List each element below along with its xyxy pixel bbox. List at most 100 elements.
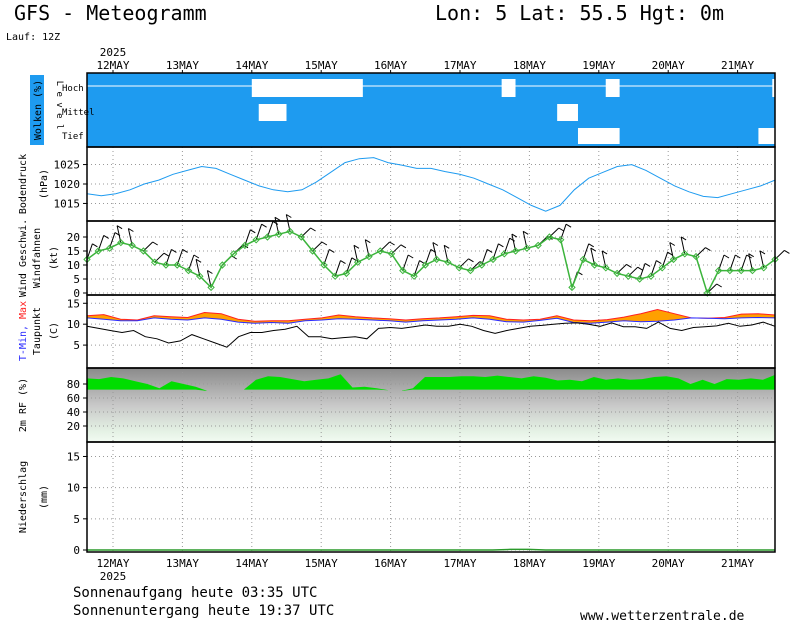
cloud-level-label: Mittel <box>62 108 95 118</box>
y-tick-label: 1020 <box>54 178 81 191</box>
y-tick-label: 15 <box>67 450 80 463</box>
tmax-line <box>86 308 776 322</box>
wind-barb-flag <box>261 223 267 228</box>
wind-marker <box>748 266 757 275</box>
wind-barb-flag <box>468 258 474 263</box>
sunrise-text: Sonnenaufgang heute 03:35 UTC <box>73 585 318 601</box>
cloud-gap <box>758 128 780 144</box>
wind-barb-flag <box>163 252 170 257</box>
wind-marker <box>635 275 644 283</box>
cloud-gap <box>258 104 287 121</box>
wind-barb-flag <box>601 250 608 255</box>
wind-marker <box>624 272 633 280</box>
wind-barb-flag <box>656 260 662 265</box>
wind-marker <box>387 250 396 258</box>
wind-barb-flag <box>705 247 711 252</box>
day-label-top: 20MAY <box>652 59 685 72</box>
day-label-top: 15MAY <box>305 59 338 72</box>
wind-ylabel: Wind Geschwi. <box>18 219 29 297</box>
wind-marker <box>207 283 215 292</box>
wind-marker <box>252 236 260 244</box>
day-label-bottom: 14MAY <box>235 557 268 570</box>
wind-marker <box>489 255 497 264</box>
cloud-gap <box>557 104 578 121</box>
cloud-background <box>87 73 775 147</box>
wind-marker <box>658 264 666 272</box>
year-label-top: 2025 <box>100 46 127 59</box>
day-label-bottom: 15MAY <box>305 557 338 570</box>
sunset-text: Sonnenuntergang heute 19:37 UTC <box>73 603 335 619</box>
wind-marker <box>545 233 554 241</box>
wind-marker <box>455 264 463 272</box>
wind-marker <box>760 264 768 272</box>
wind-marker <box>703 289 712 297</box>
wind-marker <box>365 252 373 261</box>
chart-title: GFS - Meteogramm <box>14 1 207 25</box>
wind-marker <box>681 250 689 258</box>
location-info: Lon: 5 Lat: 55.5 Hgt: 0m <box>435 1 724 25</box>
wind-marker <box>500 250 509 258</box>
precipitation-ylabel: Niederschlag <box>18 461 29 533</box>
wind-marker <box>647 272 655 280</box>
wind-marker <box>692 252 700 261</box>
wind-marker <box>342 269 351 278</box>
wind-barb-flag <box>193 254 200 259</box>
y-tick-label: 5 <box>73 513 80 526</box>
wind-marker <box>432 255 441 264</box>
wind-marker <box>297 233 306 241</box>
day-label-top: 21MAY <box>721 59 754 72</box>
day-label-bottom: 12MAY <box>96 557 129 570</box>
tmin-line <box>86 316 776 324</box>
temperature-ylabel: T-Min, Max <box>18 301 29 361</box>
temperature-unit: (C) <box>49 322 60 340</box>
day-label-bottom: 20MAY <box>652 557 685 570</box>
y-tick-label: 1015 <box>54 197 81 210</box>
wind-barb-flag <box>748 253 754 258</box>
y-tick-label: 20 <box>67 420 80 433</box>
wind-barb-flag <box>588 243 594 248</box>
wind-marker <box>410 272 418 280</box>
wind-marker <box>590 261 599 269</box>
precipitation-unit: (mm) <box>39 485 50 509</box>
panel-frame <box>86 441 776 553</box>
wind-barb-flag <box>182 248 188 253</box>
wind-barb-flag <box>669 242 676 246</box>
wind-marker <box>669 255 678 264</box>
pressure-ylabel: Bodendruck <box>18 154 29 214</box>
pressure-line <box>86 157 776 212</box>
wind-marker <box>579 255 587 264</box>
wind-barb-flag <box>321 241 328 246</box>
temperature-ylabel2: Taupunkt <box>32 307 43 355</box>
cloud-level-label-bg <box>62 106 86 117</box>
cloud-gap <box>605 79 620 97</box>
y-tick-label: 20 <box>67 231 80 244</box>
humidity-area <box>87 374 775 400</box>
y-tick-label: 40 <box>67 406 80 419</box>
wind-barb-flag <box>274 216 281 221</box>
wind-marker <box>128 241 136 250</box>
wind-ylabel2: Windfahnen <box>32 228 43 288</box>
cloud-ylabel: Wolken (%) <box>33 80 44 140</box>
y-tick-label: 0 <box>73 287 80 300</box>
cloud-level-label: Hoch <box>62 84 84 94</box>
wind-marker <box>308 247 317 255</box>
wind-barb-flag <box>128 228 134 232</box>
wind-marker <box>286 227 294 236</box>
wind-marker <box>399 266 407 275</box>
wind-marker <box>196 272 204 280</box>
cloud-gap <box>772 79 794 97</box>
wind-marker <box>726 266 734 275</box>
run-label: Lauf: 12Z <box>6 32 61 43</box>
wind-barb-flag <box>759 250 766 255</box>
wind-barb-flag <box>498 243 504 248</box>
wind-unit: (kt) <box>49 246 60 270</box>
wind-barb-flag <box>509 237 515 242</box>
day-label-bottom: 13MAY <box>166 557 199 570</box>
cloud-gap <box>577 128 620 144</box>
y-tick-label: 10 <box>67 318 80 331</box>
website-link[interactable]: www.wetterzentrale.de <box>580 609 745 624</box>
y-tick-label: 0 <box>73 544 80 557</box>
wind-barb-flag <box>310 227 316 232</box>
cloud-level-axis-label: L e v e l <box>54 81 64 130</box>
